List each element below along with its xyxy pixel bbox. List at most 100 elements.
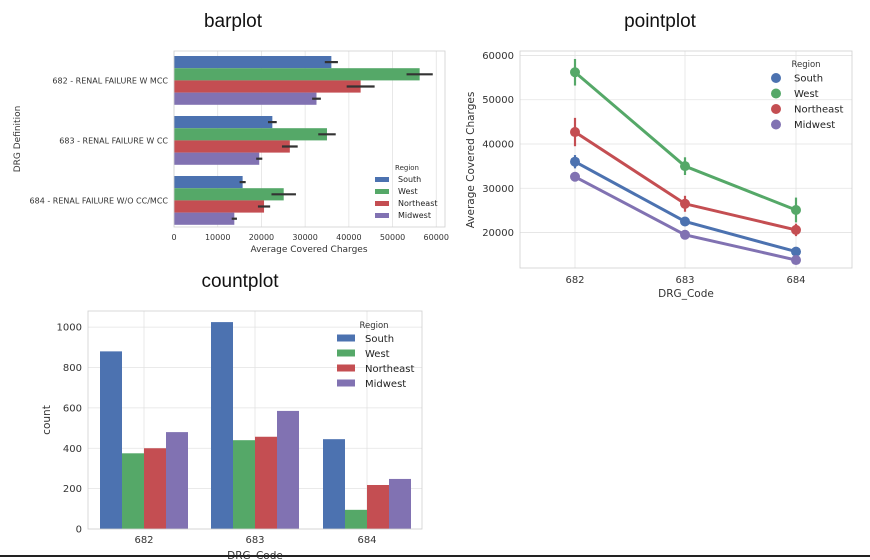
pointplot-y-tick-label: 30000 (482, 184, 514, 195)
barplot-legend-swatch (375, 177, 389, 182)
pointplot-legend-title: Region (791, 60, 820, 70)
pointplot-legend-label: West (794, 89, 819, 100)
barplot-category-labels: 682 - RENAL FAILURE W MCC 683 - RENAL FAI… (30, 76, 169, 205)
barplot-x-tick-label: 10000 (205, 233, 230, 242)
pointplot-point (570, 127, 580, 138)
pointplot-point (570, 67, 580, 78)
countplot-bar (255, 436, 277, 529)
pointplot-legend-marker (771, 73, 781, 83)
countplot-x-tick-label: 682 (134, 535, 153, 546)
countplot-y-tick-label: 1000 (57, 323, 82, 334)
barplot-bar (174, 116, 273, 129)
pointplot-point (570, 171, 580, 182)
barplot-bar (174, 56, 332, 69)
barplot-bar (174, 140, 290, 153)
countplot-y-tick-label: 200 (63, 484, 82, 495)
barplot-x-tick-label: 60000 (424, 233, 449, 242)
pointplot-point (791, 204, 801, 215)
pointplot-x-tick-label: 682 (565, 275, 584, 286)
countplot-bar (323, 439, 345, 529)
barplot-bar (174, 200, 265, 213)
barplot-panel: barplot 682 - RENAL FAILURE W MCC 683 - R… (13, 11, 449, 255)
barplot-x-tick-label: 50000 (380, 233, 405, 242)
countplot-frame (87, 310, 423, 530)
countplot-bar (389, 478, 411, 529)
countplot-legend-swatch (337, 364, 355, 372)
countplot-legend-label: West (365, 349, 390, 360)
barplot-category-label: 684 - RENAL FAILURE W/O CC/MCC (30, 196, 169, 205)
barplot-legend-label: West (398, 187, 418, 196)
barplot-frame (173, 50, 446, 228)
countplot-bar (345, 509, 367, 529)
barplot-x-ticks: 0 10000 20000 30000 40000 50000 60000 (171, 233, 449, 242)
pointplot-legend-marker (771, 88, 781, 99)
countplot-y-ticks: 0 200 400 600 800 1000 (57, 323, 82, 536)
pointplot-point (570, 156, 580, 167)
barplot-legend: Region South West Northeast Midwest (375, 164, 438, 220)
barplot-bar (174, 128, 327, 141)
countplot-y-tick-label: 400 (63, 444, 82, 455)
barplot-legend-swatch (375, 201, 389, 206)
countplot-legend-swatch (337, 349, 355, 357)
barplot-legend-label: Midwest (398, 211, 431, 220)
barplot-x-tick-label: 0 (171, 233, 176, 242)
pointplot-y-label: Average Covered Charges (465, 92, 477, 229)
countplot-bar (144, 448, 166, 529)
pointplot-point (680, 198, 690, 209)
barplot-legend-swatch (375, 213, 389, 218)
countplot-legend-title: Region (359, 321, 388, 331)
pointplot-x-tick-label: 684 (786, 275, 805, 286)
pointplot-legend-label: Northeast (794, 105, 843, 116)
pointplot-y-tick-label: 60000 (482, 51, 514, 62)
countplot-x-tick-label: 683 (245, 535, 264, 546)
pointplot-point (791, 246, 801, 257)
barplot-legend-swatch (375, 189, 389, 194)
countplot-y-tick-label: 800 (63, 363, 82, 374)
barplot-category-label: 682 - RENAL FAILURE W MCC (52, 76, 168, 85)
barplot-error-bars (231, 60, 433, 220)
countplot-bar (100, 351, 122, 529)
pointplot-series (570, 58, 801, 266)
pointplot-point (791, 255, 801, 266)
pointplot-series-line (574, 71, 797, 212)
barplot-bar (174, 80, 361, 93)
pointplot-point (680, 161, 690, 172)
pointplot-legend-marker (771, 104, 781, 114)
pointplot-legend-label: Midwest (794, 120, 835, 131)
pointplot-y-ticks: 20000 30000 40000 50000 60000 (482, 51, 514, 239)
barplot-legend-label: South (398, 175, 421, 184)
pointplot-x-label: DRG_Code (658, 288, 714, 300)
countplot-y-label: count (41, 405, 53, 435)
pointplot-point (680, 229, 690, 240)
countplot-y-tick-label: 0 (76, 525, 82, 536)
pointplot-legend-marker (771, 119, 781, 130)
barplot-category-label: 683 - RENAL FAILURE W CC (59, 136, 168, 145)
barplot-bar (174, 68, 420, 81)
pointplot-legend-label: South (794, 74, 823, 85)
countplot-legend: Region South West Northeast Midwest (337, 321, 414, 390)
pointplot-point (680, 216, 690, 227)
barplot-bar (174, 176, 243, 189)
countplot-bar (122, 453, 144, 529)
countplot-legend-swatch (337, 379, 355, 387)
pointplot-x-tick-label: 683 (675, 275, 694, 286)
countplot-legend-label: South (365, 334, 394, 345)
countplot-legend-label: Midwest (365, 379, 406, 390)
countplot-y-tick-label: 600 (63, 403, 82, 414)
barplot-x-label: Average Covered Charges (250, 245, 367, 255)
countplot-x-tick-label: 684 (357, 535, 376, 546)
countplot-x-ticks: 682 683 684 (134, 535, 376, 546)
pointplot-grid (520, 51, 852, 268)
countplot-bar (211, 322, 233, 529)
countplot-bars (100, 322, 411, 529)
countplot-title: countplot (201, 271, 279, 292)
barplot-bar (174, 212, 235, 225)
pointplot-point (791, 224, 801, 235)
barplot-bar (174, 92, 317, 105)
pointplot-y-tick-label: 20000 (482, 228, 514, 239)
barplot-bar (174, 188, 284, 201)
barplot-bar (174, 152, 260, 165)
